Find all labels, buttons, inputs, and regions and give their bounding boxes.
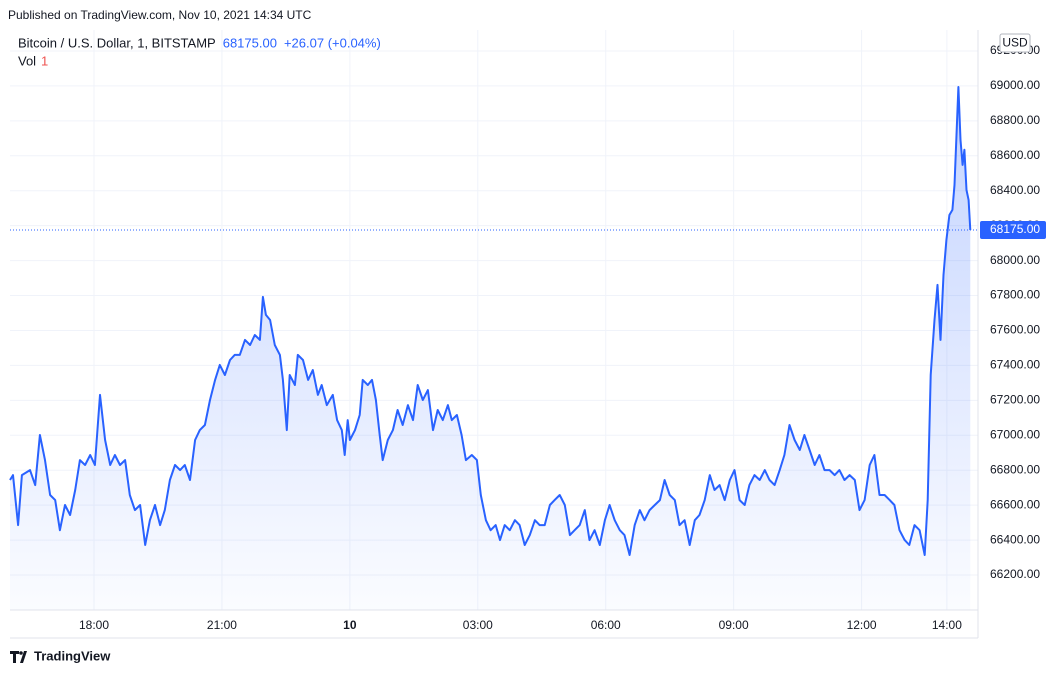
- y-tick-label: 68800.00: [990, 113, 1040, 127]
- y-tick-label: 68600.00: [990, 148, 1040, 162]
- y-tick-label: 66400.00: [990, 532, 1040, 546]
- y-tick-label: 66600.00: [990, 497, 1040, 511]
- y-tick-label: 68000.00: [990, 253, 1040, 267]
- x-tick-label: 18:00: [79, 618, 109, 632]
- footer-brand: TradingView: [34, 648, 111, 663]
- y-tick-label: 67000.00: [990, 427, 1040, 441]
- y-tick-label: 67800.00: [990, 288, 1040, 302]
- last-price-tag: [980, 221, 1046, 240]
- x-tick-label: 14:00: [932, 618, 962, 632]
- y-tick-label: 67600.00: [990, 323, 1040, 337]
- published-note: Published on TradingView.com, Nov 10, 20…: [8, 8, 312, 22]
- x-tick-label: 10: [343, 618, 357, 632]
- last-price: 68175.00: [223, 35, 277, 50]
- y-tick-label: 66200.00: [990, 567, 1040, 581]
- x-tick-label: 09:00: [719, 618, 749, 632]
- y-tick-label: 68400.00: [990, 183, 1040, 197]
- x-tick-label: 21:00: [207, 618, 237, 632]
- volume-value: 1: [41, 53, 48, 68]
- x-tick-label: 12:00: [847, 618, 877, 632]
- y-tick-label: 67200.00: [990, 393, 1040, 407]
- logo: [10, 651, 27, 663]
- currency-badge[interactable]: [999, 33, 1031, 53]
- y-tick-label: 67400.00: [990, 358, 1040, 372]
- symbol-title: Bitcoin / U.S. Dollar, 1, BITSTAMP: [18, 35, 216, 50]
- currency[interactable]: USD: [1002, 36, 1028, 50]
- y-tick-label: 69000.00: [990, 78, 1040, 92]
- price-line: [9, 86, 972, 556]
- last-price-tag-label: 68175.00: [990, 222, 1040, 236]
- x-tick-label: 06:00: [591, 618, 621, 632]
- x-tick-label: 03:00: [463, 618, 493, 632]
- axes: 66200.00 66400.00 66600.00 66800.00 67000.00…: [79, 43, 1046, 632]
- price-change: +26.07 (+0.04%): [284, 35, 381, 50]
- y-tick-label: 66800.00: [990, 462, 1040, 476]
- plot: [9, 86, 978, 610]
- volume-label: Vol: [18, 53, 36, 68]
